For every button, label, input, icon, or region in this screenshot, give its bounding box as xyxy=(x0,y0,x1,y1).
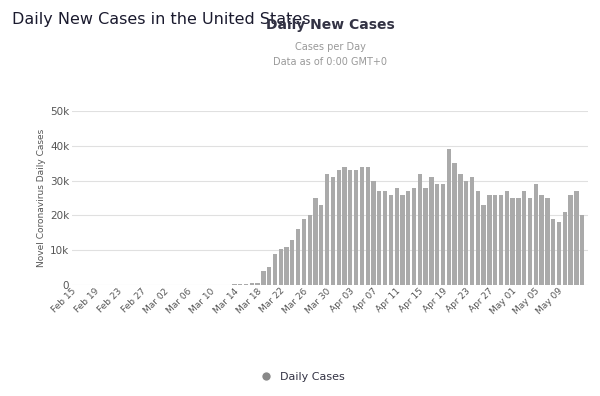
Bar xyxy=(568,194,573,285)
Bar xyxy=(308,215,312,285)
Bar xyxy=(238,284,242,285)
Bar xyxy=(343,167,347,285)
Bar xyxy=(539,194,544,285)
Bar xyxy=(446,149,451,285)
Bar xyxy=(545,198,550,285)
Bar xyxy=(354,170,358,285)
Bar xyxy=(435,184,439,285)
Bar xyxy=(273,254,277,285)
Bar xyxy=(470,177,474,285)
Bar xyxy=(232,284,236,285)
Bar xyxy=(244,284,248,285)
Bar xyxy=(551,219,556,285)
Bar xyxy=(441,184,445,285)
Bar xyxy=(278,249,283,285)
Bar xyxy=(377,191,382,285)
Bar xyxy=(580,215,584,285)
Bar xyxy=(296,229,300,285)
Bar xyxy=(516,198,521,285)
Bar xyxy=(493,194,497,285)
Bar xyxy=(290,240,295,285)
Bar xyxy=(331,177,335,285)
Bar xyxy=(250,284,254,285)
Bar xyxy=(481,205,486,285)
Bar xyxy=(574,191,578,285)
Bar xyxy=(528,198,532,285)
Bar xyxy=(302,219,306,285)
Bar xyxy=(505,191,509,285)
Bar xyxy=(511,198,515,285)
Bar xyxy=(476,191,480,285)
Bar xyxy=(522,191,526,285)
Bar xyxy=(533,184,538,285)
Bar xyxy=(418,173,422,285)
Bar xyxy=(284,247,289,285)
Bar xyxy=(464,181,469,285)
Bar xyxy=(371,181,376,285)
Bar xyxy=(499,194,503,285)
Bar xyxy=(319,205,323,285)
Bar xyxy=(383,191,387,285)
Y-axis label: Novel Coronavirus Daily Cases: Novel Coronavirus Daily Cases xyxy=(37,129,46,267)
Bar xyxy=(452,163,457,285)
Bar xyxy=(424,188,428,285)
Text: Daily New Cases: Daily New Cases xyxy=(266,18,394,32)
Bar xyxy=(267,267,271,285)
Bar xyxy=(360,167,364,285)
Bar xyxy=(563,212,567,285)
Bar xyxy=(429,177,434,285)
Bar xyxy=(365,167,370,285)
Bar xyxy=(337,170,341,285)
Bar xyxy=(557,223,561,285)
Text: Cases per Day: Cases per Day xyxy=(295,42,365,51)
Bar xyxy=(412,188,416,285)
Text: Daily New Cases in the United States: Daily New Cases in the United States xyxy=(12,12,311,27)
Bar xyxy=(261,271,265,285)
Bar xyxy=(313,198,317,285)
Bar xyxy=(406,191,410,285)
Bar xyxy=(395,188,399,285)
Bar xyxy=(256,283,260,285)
Bar xyxy=(389,194,393,285)
Bar xyxy=(458,173,463,285)
Text: Data as of 0:00 GMT+0: Data as of 0:00 GMT+0 xyxy=(273,57,387,67)
Bar xyxy=(487,194,491,285)
Legend: Daily Cases: Daily Cases xyxy=(250,367,350,386)
Bar xyxy=(348,170,352,285)
Bar xyxy=(325,173,329,285)
Bar xyxy=(400,194,404,285)
